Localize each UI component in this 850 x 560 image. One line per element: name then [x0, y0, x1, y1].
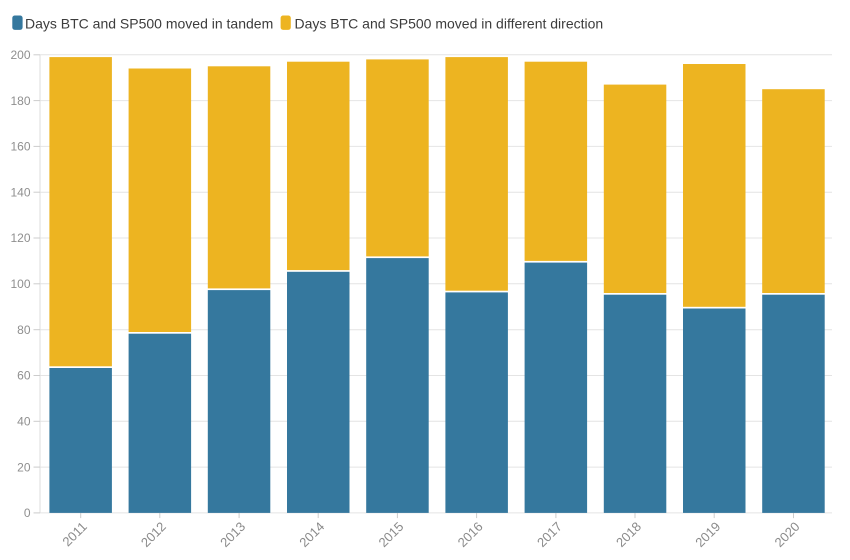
svg-text:160: 160 [10, 140, 30, 154]
svg-text:200: 200 [10, 48, 30, 62]
svg-text:180: 180 [10, 94, 30, 108]
svg-text:Days BTC and SP500 moved in ta: Days BTC and SP500 moved in tandem [25, 16, 273, 32]
svg-text:60: 60 [17, 369, 31, 383]
svg-text:100: 100 [10, 277, 30, 291]
svg-text:20: 20 [17, 460, 31, 474]
svg-text:120: 120 [10, 231, 30, 245]
svg-text:40: 40 [17, 415, 31, 429]
svg-text:Days BTC and SP500 moved in di: Days BTC and SP500 moved in different di… [295, 16, 604, 32]
svg-text:0: 0 [24, 506, 31, 520]
svg-text:140: 140 [10, 185, 30, 199]
svg-text:80: 80 [17, 323, 31, 337]
